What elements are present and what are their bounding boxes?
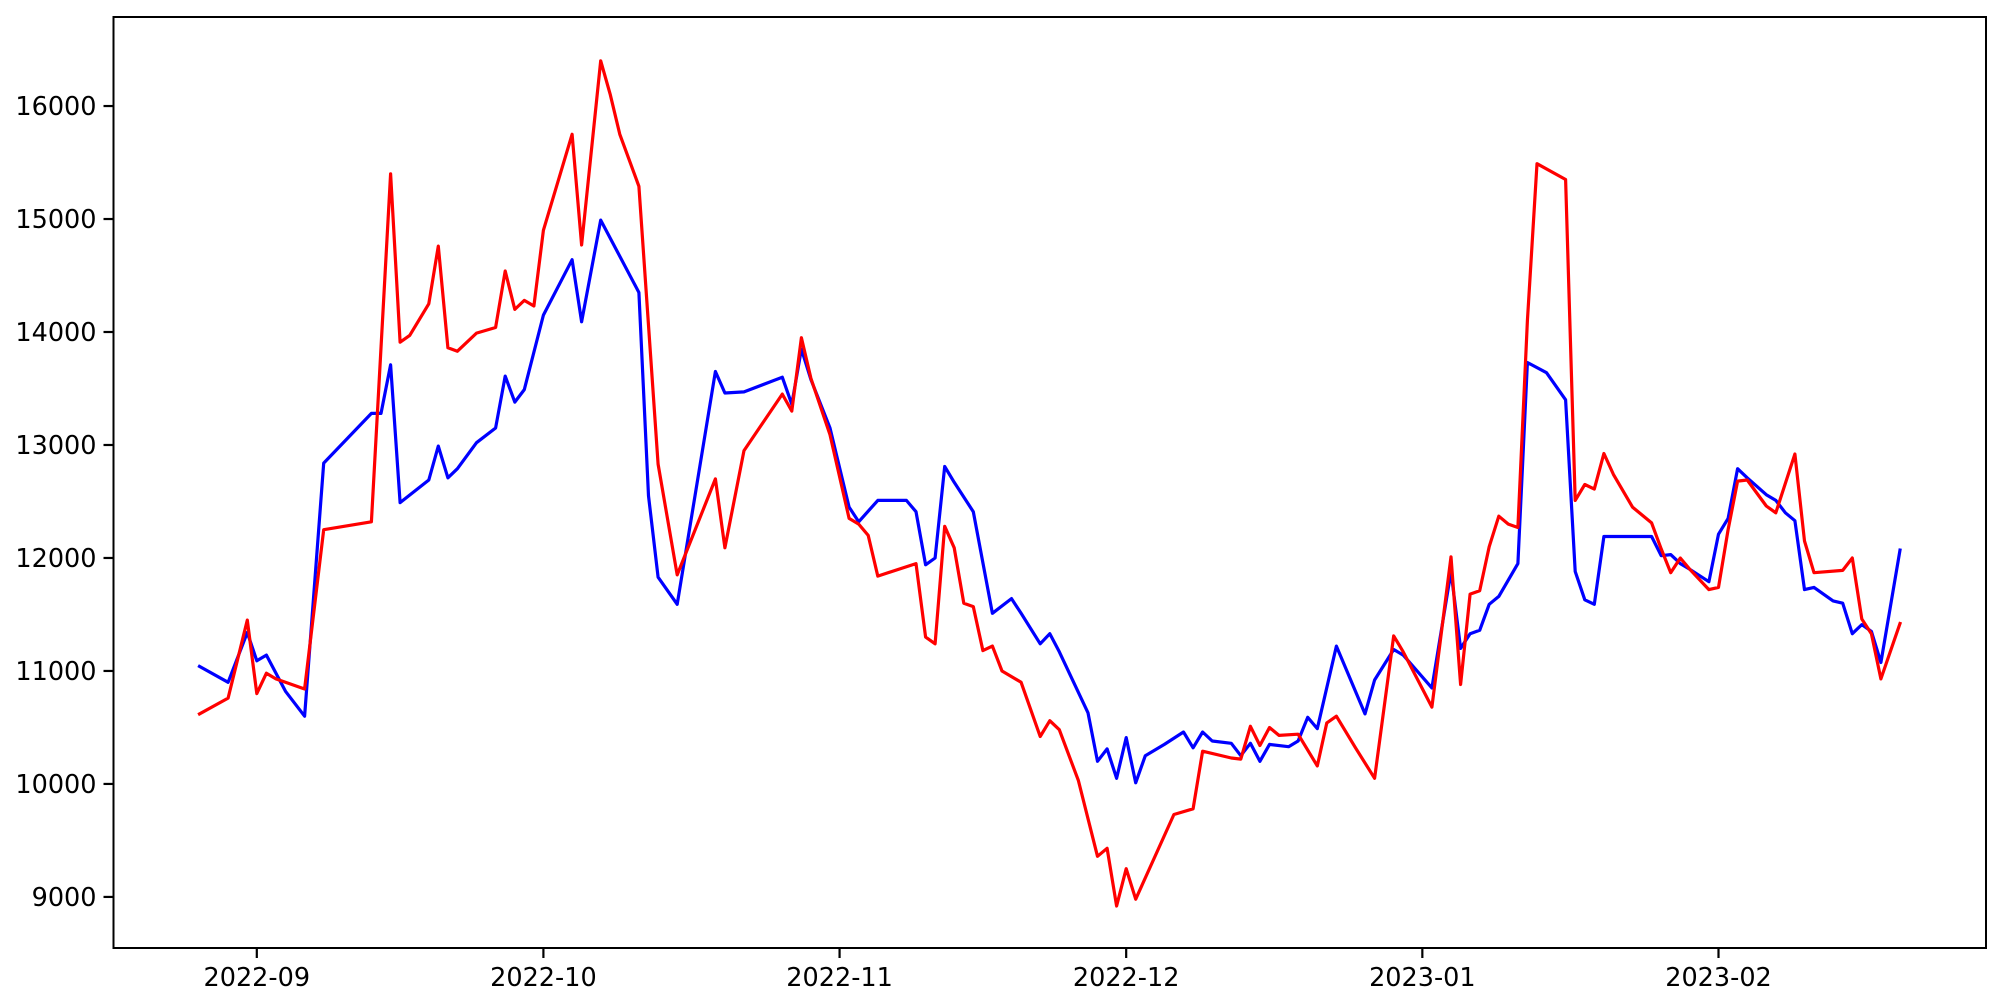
x-tick-label: 2022-09 xyxy=(204,963,311,993)
plot-border xyxy=(112,16,1987,949)
y-tick-label: 16000 xyxy=(15,92,96,122)
x-tick-label: 2023-01 xyxy=(1369,963,1476,993)
y-tick-label: 11000 xyxy=(15,657,96,687)
x-tick-label: 2022-12 xyxy=(1073,963,1180,993)
y-tick-label: 15000 xyxy=(15,205,96,235)
y-tick-label: 12000 xyxy=(15,544,96,574)
y-tick-label: 9000 xyxy=(32,883,97,913)
x-tick-label: 2022-10 xyxy=(490,963,597,993)
y-tick-label: 13000 xyxy=(15,431,96,461)
x-tick-label: 2022-11 xyxy=(786,963,893,993)
y-tick-label: 14000 xyxy=(15,318,96,348)
red-series-line xyxy=(197,59,1903,908)
y-tick-label: 10000 xyxy=(15,770,96,800)
x-tick-label: 2023-02 xyxy=(1665,963,1772,993)
